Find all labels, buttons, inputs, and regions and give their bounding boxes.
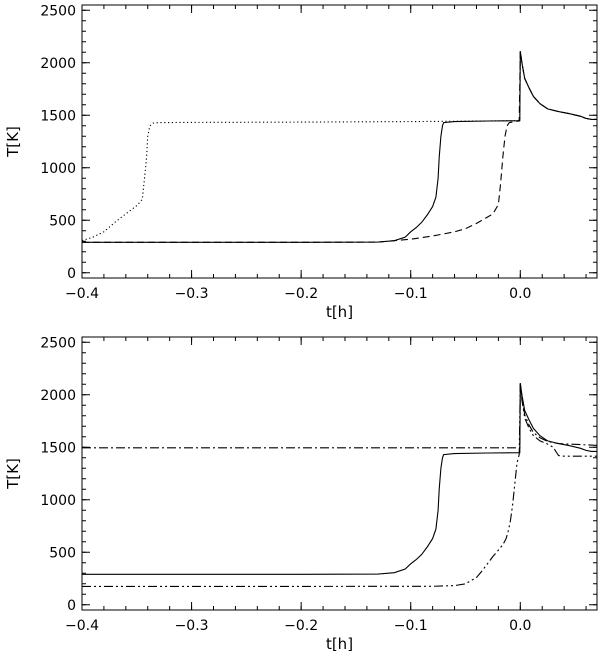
bottom-tick-labels: −0.4 −0.3 −0.2 −0.1 0.0 0 500 1000 1500 2000 2500	[40, 335, 531, 634]
bottom-y-tick-label: 2000	[40, 388, 76, 404]
top-ticks	[81, 5, 597, 278]
top-x-tick-label: −0.3	[175, 286, 209, 302]
bottom-x-tick-label: 0.0	[509, 618, 531, 634]
top-x-tick-label: −0.4	[65, 286, 99, 302]
top-plot-frame	[81, 4, 598, 279]
bottom-series-line-dash-dot-dot	[82, 383, 597, 587]
top-x-tick-label: 0.0	[509, 286, 531, 302]
top-y-axis-label: T[K]	[4, 126, 22, 158]
top-series-line-dashed	[82, 51, 597, 243]
bottom-y-tick-label: 0	[67, 598, 76, 614]
bottom-panel: −0.4 −0.3 −0.2 −0.1 0.005001000150020002500 …	[4, 335, 598, 653]
top-x-tick-label: −0.2	[284, 286, 318, 302]
bottom-series-lines	[82, 383, 598, 587]
bottom-x-tick-label: −0.4	[65, 618, 99, 634]
bottom-ticks	[81, 337, 597, 610]
top-x-tick-label: −0.1	[394, 286, 428, 302]
top-y-tick-label: 2500	[40, 3, 76, 19]
bottom-y-axis-label: T[K]	[4, 458, 22, 490]
bottom-x-axis-label: t[h]	[326, 635, 353, 653]
top-y-tick-label: 1500	[40, 108, 76, 124]
bottom-series-line-dash-dot	[82, 383, 598, 449]
bottom-y-tick-label: 1000	[40, 493, 76, 509]
bottom-y-tick-label: 2500	[40, 335, 76, 351]
top-y-tick-label: 2000	[40, 56, 76, 72]
bottom-y-tick-label: 1500	[40, 440, 76, 456]
top-series-lines	[81, 51, 597, 243]
bottom-y-tick-label: 500	[49, 545, 76, 561]
bottom-x-tick-label: −0.3	[175, 618, 209, 634]
bottom-plot-frame	[81, 336, 598, 611]
top-panel: −0.4 −0.3 −0.2 −0.1 0.005001000150020002500 …	[4, 3, 598, 321]
top-series-line-dotted	[81, 51, 597, 242]
bottom-x-tick-label: −0.2	[284, 618, 318, 634]
bottom-x-tick-label: −0.1	[394, 618, 428, 634]
top-tick-labels: −0.4 −0.3 −0.2 −0.1 0.0 0 500 1000 1500 2000 2500	[40, 3, 531, 302]
top-y-tick-label: 1000	[40, 161, 76, 177]
top-x-axis-label: t[h]	[326, 303, 353, 321]
top-y-tick-label: 500	[49, 213, 76, 229]
top-y-tick-label: 0	[67, 266, 76, 282]
